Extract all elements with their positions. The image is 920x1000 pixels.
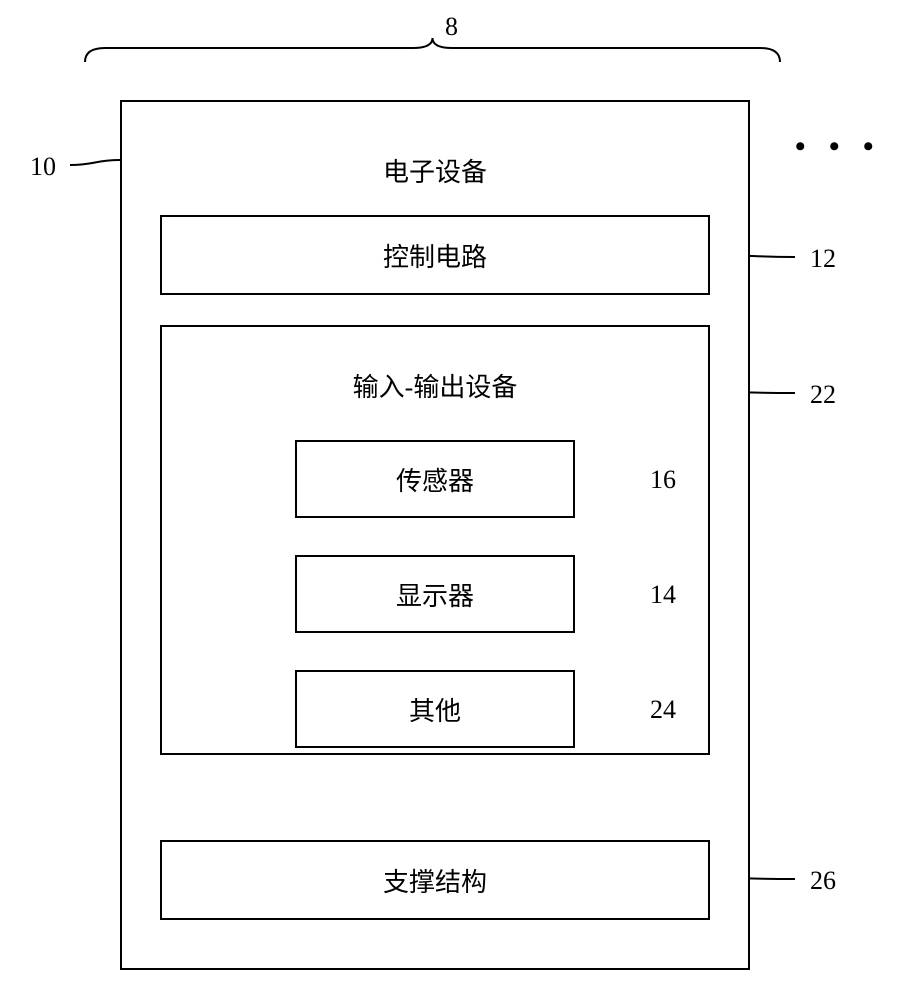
box-control-circuit: 控制电路 — [160, 215, 710, 295]
ref-12: 12 — [810, 244, 836, 274]
label-io-device: 输入-输出设备 — [162, 367, 708, 404]
label-control-circuit: 控制电路 — [383, 237, 487, 274]
ellipsis-dots: • • • — [795, 130, 882, 164]
label-other: 其他 — [409, 691, 461, 728]
box-display: 显示器 — [295, 555, 575, 633]
ref-14: 14 — [650, 580, 676, 610]
label-sensor: 传感器 — [396, 461, 474, 498]
label-support-structure: 支撑结构 — [383, 862, 487, 899]
box-support-structure: 支撑结构 — [160, 840, 710, 920]
ref-16: 16 — [650, 465, 676, 495]
block-diagram: 8 • • • 电子设备 10 控制电路 12 输入-输出设备 22 传感器 1… — [0, 0, 920, 1000]
ref-10: 10 — [30, 152, 56, 182]
label-display: 显示器 — [396, 576, 474, 613]
box-sensor: 传感器 — [295, 440, 575, 518]
label-electronic-device: 电子设备 — [122, 152, 748, 189]
ref-22: 22 — [810, 380, 836, 410]
ref-8: 8 — [445, 12, 458, 42]
ref-24: 24 — [650, 695, 676, 725]
box-other: 其他 — [295, 670, 575, 748]
ref-26: 26 — [810, 866, 836, 896]
